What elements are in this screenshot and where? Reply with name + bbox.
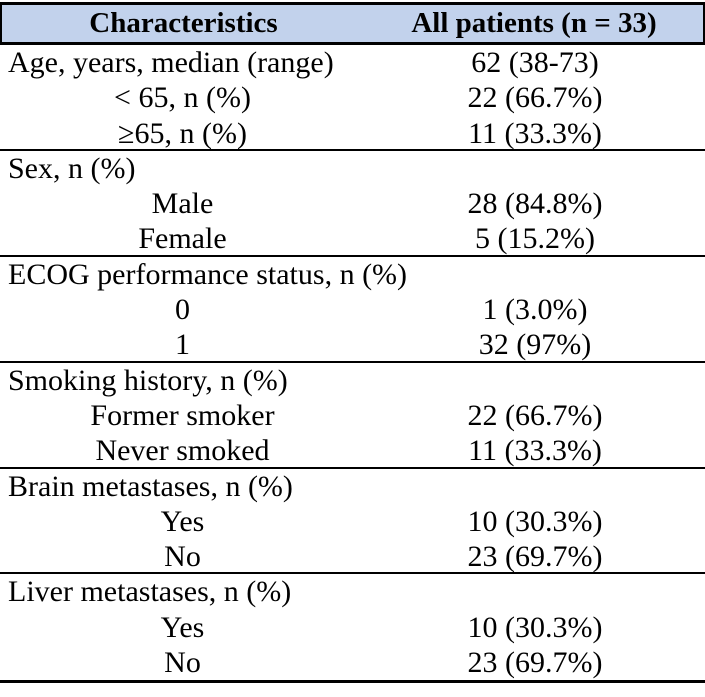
row-label: Brain metastases, n (%) — [8, 469, 293, 503]
row-value — [365, 363, 705, 398]
table-row: Sex, n (%) — [0, 151, 705, 186]
row-label: Sex, n (%) — [8, 151, 136, 185]
row-label: Liver metastases, n (%) — [8, 575, 292, 609]
row-value: 32 (97%) — [478, 328, 592, 362]
row-value: 10 (30.3%) — [467, 610, 603, 644]
row-label: 0 — [175, 293, 190, 327]
row-value: 22 (66.7%) — [467, 398, 603, 432]
row-label: ECOG performance status, n (%) — [8, 257, 408, 291]
row-label: Former smoker — [90, 398, 275, 432]
header-characteristics: Characteristics — [89, 7, 278, 39]
table-row: Smoking history, n (%) — [0, 363, 705, 398]
row-value: 5 (15.2%) — [475, 222, 595, 256]
row-label: Male — [151, 187, 214, 221]
row-value — [365, 574, 705, 609]
row-value — [365, 257, 705, 292]
table-row: Former smoker 22 (66.7%) — [0, 398, 705, 433]
header-all-patients: All patients (n = 33) — [411, 7, 657, 39]
row-label: Smoking history, n (%) — [8, 363, 288, 397]
table-row: Male 28 (84.8%) — [0, 186, 705, 221]
table-row: ECOG performance status, n (%) — [0, 257, 705, 292]
row-label: Yes — [160, 504, 205, 538]
row-label: No — [164, 540, 201, 574]
table-body: Age, years, median (range) 62 (38-73) < 65… — [0, 45, 705, 680]
row-value: 1 (3.0%) — [482, 293, 588, 327]
row-value: 62 (38-73) — [471, 46, 599, 79]
row-value: 10 (30.3%) — [467, 504, 603, 538]
row-label: Yes — [160, 610, 205, 644]
row-value — [365, 469, 705, 504]
table-row: 0 1 (3.0%) — [0, 292, 705, 327]
row-value: 23 (69.7%) — [467, 646, 603, 680]
row-value: 11 (33.3%) — [468, 434, 602, 468]
row-label: 1 — [175, 328, 190, 362]
table-row: Age, years, median (range) 62 (38-73) — [0, 45, 705, 80]
table-row: 1 32 (97%) — [0, 327, 705, 363]
table-row: No 23 (69.7%) — [0, 645, 705, 680]
row-label: Female — [138, 222, 227, 256]
row-label: ≥65, n (%) — [118, 116, 247, 150]
row-label: No — [164, 646, 201, 680]
row-value: 11 (33.3%) — [468, 116, 602, 150]
row-label: < 65, n (%) — [114, 81, 251, 115]
row-value: 22 (66.7%) — [467, 81, 603, 115]
row-value — [365, 151, 705, 186]
table-row: Yes 10 (30.3%) — [0, 610, 705, 645]
table-row: Yes 10 (30.3%) — [0, 504, 705, 539]
table-row: Brain metastases, n (%) — [0, 469, 705, 504]
table-row: No 23 (69.7%) — [0, 539, 705, 575]
bottom-rule — [0, 680, 705, 684]
table-row: < 65, n (%) 22 (66.7%) — [0, 80, 705, 115]
table-row: Liver metastases, n (%) — [0, 574, 705, 609]
row-label: Never smoked — [95, 434, 270, 468]
row-value: 23 (69.7%) — [467, 540, 603, 574]
table-row: Female 5 (15.2%) — [0, 221, 705, 257]
table-header-row: Characteristics All patients (n = 33) — [0, 2, 705, 45]
row-value: 28 (84.8%) — [467, 187, 603, 221]
table-row: Never smoked 11 (33.3%) — [0, 433, 705, 469]
row-label: Age, years, median (range) — [8, 46, 334, 79]
table-row: ≥65, n (%) 11 (33.3%) — [0, 116, 705, 151]
